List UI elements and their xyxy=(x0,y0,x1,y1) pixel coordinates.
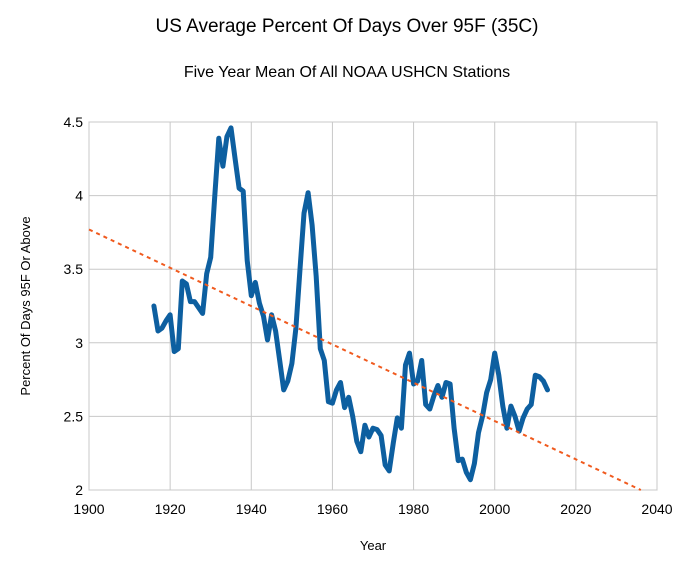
x-tick-label: 2020 xyxy=(560,501,591,517)
y-tick-label: 4 xyxy=(75,188,83,204)
x-axis-label: Year xyxy=(360,538,387,553)
chart-subtitle: Five Year Mean Of All NOAA USHCN Station… xyxy=(183,64,511,81)
x-tick-label: 1940 xyxy=(236,501,267,517)
trend-line xyxy=(88,228,642,491)
y-tick-label: 4.5 xyxy=(64,114,84,130)
chart-title: US Average Percent Of Days Over 95F (35C… xyxy=(155,16,539,37)
plot-frame xyxy=(88,121,658,491)
x-tick-label: 1960 xyxy=(317,501,348,517)
y-tick-label: 3.5 xyxy=(64,261,84,277)
series-line xyxy=(151,125,550,483)
y-tick-label: 2.5 xyxy=(64,408,84,424)
x-tick-label: 2040 xyxy=(641,501,672,517)
y-tick-label: 2 xyxy=(75,482,83,498)
x-tick-label: 2000 xyxy=(479,501,510,517)
x-tick-label: 1900 xyxy=(73,501,104,517)
y-tick-label: 3 xyxy=(75,335,83,351)
y-axis-label: Percent Of Days 95F Or Above xyxy=(18,216,33,395)
x-tick-label: 1920 xyxy=(155,501,186,517)
x-tick-label: 1980 xyxy=(398,501,429,517)
